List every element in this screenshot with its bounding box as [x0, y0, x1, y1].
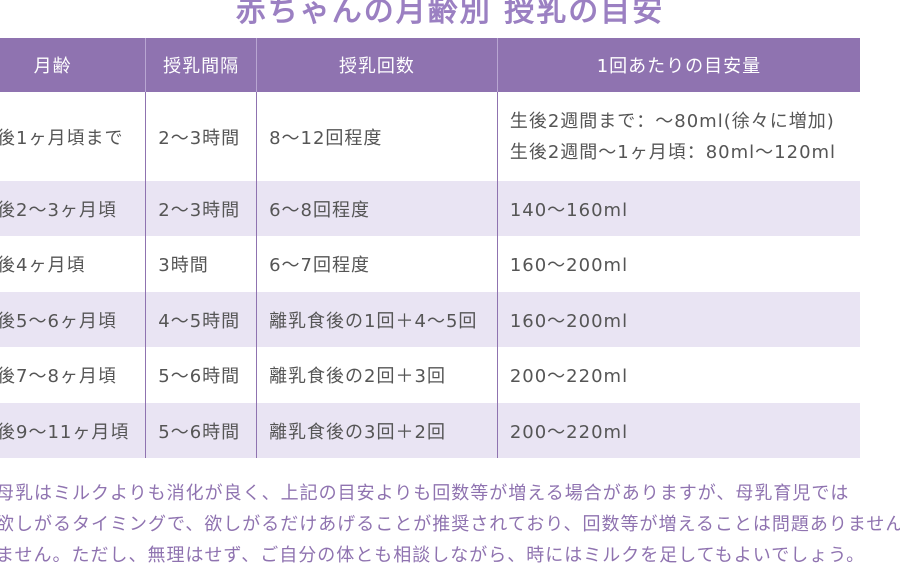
cell-interval: 2〜3時間 [145, 181, 257, 236]
note-line: ません。ただし、無理はせず、ご自分の体とも相談しながら、時にはミルクを足してもよ… [0, 545, 866, 566]
page-title: 赤ちゃんの月齢別 授乳の目安 [235, 0, 665, 29]
header-age: 月齢 [0, 38, 146, 92]
cell-age: 生後7〜8ヶ月頃 [0, 366, 117, 387]
cell-count: 6〜7回程度 [256, 236, 498, 292]
cell-amount: 200〜220ml [496, 347, 860, 403]
cell-age: 生後5〜6ヶ月頃 [0, 292, 146, 347]
cell-count: 8〜12回程度 [256, 92, 498, 181]
cell-interval: 4〜5時間 [145, 292, 257, 347]
cell-amount: 140〜160ml [496, 181, 860, 236]
cell-interval: 5〜6時間 [145, 403, 257, 458]
cell-amount: 200〜220ml [496, 403, 860, 458]
cell-count: 離乳食後の2回＋3回 [256, 347, 498, 403]
cell-age: 生後9〜11ヶ月頃 [0, 403, 146, 458]
cell-interval: 3時間 [145, 236, 257, 292]
amount-line: 生後2週間まで：〜80ml(徐々に増加) [509, 110, 835, 132]
table-row: 生後5〜6ヶ月頃 4〜5時間 離乳食後の1回＋4〜5回 160〜200ml [0, 292, 860, 347]
table-row: 生後9〜11ヶ月頃 5〜6時間 離乳食後の3回＋2回 200〜220ml [0, 403, 860, 458]
table-header: 月齢 授乳間隔 授乳回数 1回あたりの目安量 [0, 38, 860, 92]
cell-interval: 2〜3時間 [145, 92, 257, 181]
cell-amount: 生後2週間まで：〜80ml(徐々に増加) 生後2週間〜1ヶ月頃：80ml〜120… [496, 92, 860, 181]
cell-count: 離乳食後の1回＋4〜5回 [256, 292, 498, 347]
note-line: 欲しがるタイミングで、欲しがるだけあげることが推奨されており、回数等が増えること… [0, 514, 900, 535]
table-row: 生後4ヶ月頃 3時間 6〜7回程度 160〜200ml [0, 236, 860, 292]
feeding-table: 月齢 授乳間隔 授乳回数 1回あたりの目安量 生後1ヶ月頃まで 2〜3時間 8〜… [0, 38, 860, 458]
header-count: 授乳回数 [256, 38, 498, 92]
table-row: 生後1ヶ月頃まで 2〜3時間 8〜12回程度 生後2週間まで：〜80ml(徐々に… [0, 92, 860, 181]
header-interval: 授乳間隔 [145, 38, 257, 92]
cell-age: 生後2〜3ヶ月頃 [0, 181, 146, 236]
table-row: 生後2〜3ヶ月頃 2〜3時間 6〜8回程度 140〜160ml [0, 181, 860, 236]
cell-amount: 160〜200ml [496, 236, 860, 292]
cell-age: 生後1ヶ月頃まで [0, 127, 124, 149]
note-paragraph: 母乳はミルクよりも消化が良く、上記の目安よりも回数等が増える場合がありますが、母… [0, 478, 900, 571]
cell-age: 生後4ヶ月頃 [0, 255, 86, 276]
note-line: 母乳はミルクよりも消化が良く、上記の目安よりも回数等が増える場合がありますが、母… [0, 483, 850, 504]
header-amount: 1回あたりの目安量 [496, 38, 860, 92]
cell-count: 6〜8回程度 [256, 181, 498, 236]
cell-interval: 5〜6時間 [145, 347, 257, 403]
table-row: 生後7〜8ヶ月頃 5〜6時間 離乳食後の2回＋3回 200〜220ml [0, 347, 860, 403]
cell-count: 離乳食後の3回＋2回 [256, 403, 498, 458]
amount-line: 生後2週間〜1ヶ月頃：80ml〜120ml [509, 141, 837, 163]
cell-amount: 160〜200ml [496, 292, 860, 347]
